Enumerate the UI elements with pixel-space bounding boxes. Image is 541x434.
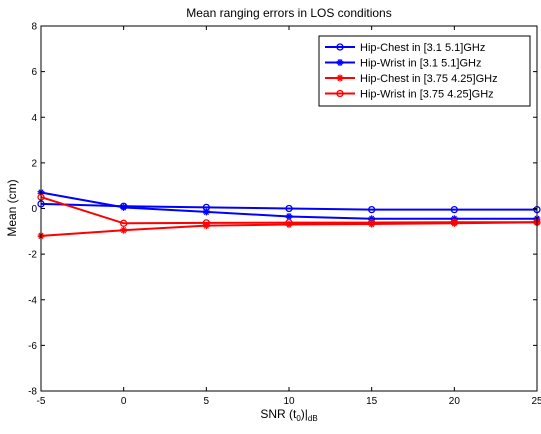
x-axis-title: SNR (t0)|dB (260, 407, 317, 423)
data-point-series-4 (202, 219, 210, 227)
x-axis-title-sub0: 0 (296, 414, 301, 423)
data-point-series-4 (285, 218, 293, 227)
x-tick-label: -5 (37, 396, 46, 407)
x-tick-label: 20 (449, 396, 461, 407)
x-tick-label: 25 (531, 396, 541, 407)
legend-label: Hip-Wrist in [3.75 4.25]GHz (360, 89, 494, 101)
x-tick-label: 0 (121, 396, 127, 407)
legend-item: Hip-Wrist in [3.75 4.25]GHz (325, 89, 494, 101)
y-tick-label: 2 (31, 158, 37, 169)
y-tick-label: 0 (31, 204, 37, 215)
x-tick-label: 5 (204, 396, 210, 407)
y-tick-label: -4 (28, 295, 37, 306)
data-point-series-1 (368, 205, 376, 214)
chart-title: Mean ranging errors in LOS conditions (186, 6, 391, 20)
legend-label: Hip-Chest in [3.1 5.1]GHz (360, 42, 485, 54)
legend: Hip-Chest in [3.1 5.1]GHz Hip-Wrist in [3… (318, 35, 531, 107)
series-line-4 (40, 196, 537, 225)
data-point-series-2 (120, 203, 128, 211)
y-axis-title: Mean (cm) (5, 179, 19, 236)
legend-label: Hip-Wrist in [3.1 5.1]GHz (360, 58, 481, 70)
data-point-series-1 (285, 204, 293, 213)
data-point-series-4 (368, 218, 376, 227)
x-tick-label: 10 (283, 396, 295, 407)
x-axis-title-mid: )| (301, 407, 308, 421)
data-point-series-2 (368, 215, 376, 223)
plot-marks (37, 189, 541, 240)
data-point-series-4 (120, 219, 128, 227)
y-tick-label: 8 (31, 22, 37, 33)
x-axis-title-sub1: dB (308, 414, 318, 423)
y-tick-label: 6 (31, 67, 37, 78)
y-tick-label: -8 (28, 387, 37, 398)
legend-marker (336, 43, 344, 51)
data-point-series-4 (450, 218, 458, 226)
data-point-series-2 (202, 208, 210, 216)
y-tick-label: -2 (28, 250, 37, 261)
legend-marker (336, 59, 344, 66)
y-tick-label: -6 (28, 341, 37, 352)
legend-marker (336, 74, 344, 82)
legend-item: Hip-Wrist in [3.1 5.1]GHz (325, 58, 481, 70)
x-axis-title-main: SNR (t (260, 407, 297, 421)
y-tick-label: 4 (31, 113, 37, 124)
legend-marker (336, 89, 344, 98)
data-point-series-2 (285, 212, 293, 220)
legend-item: Hip-Chest in [3.75 4.25]GHz (325, 73, 498, 85)
data-point-series-1 (450, 205, 458, 214)
legend-item: Hip-Chest in [3.1 5.1]GHz (325, 42, 485, 54)
data-point-series-3 (120, 226, 128, 234)
x-tick-label: 15 (366, 396, 378, 407)
legend-label: Hip-Chest in [3.75 4.25]GHz (360, 73, 498, 85)
axis-ticks: -5 0 5 10 15 20 25 -8 -6 -4 -2 0 2 4 6 8 (28, 22, 541, 408)
